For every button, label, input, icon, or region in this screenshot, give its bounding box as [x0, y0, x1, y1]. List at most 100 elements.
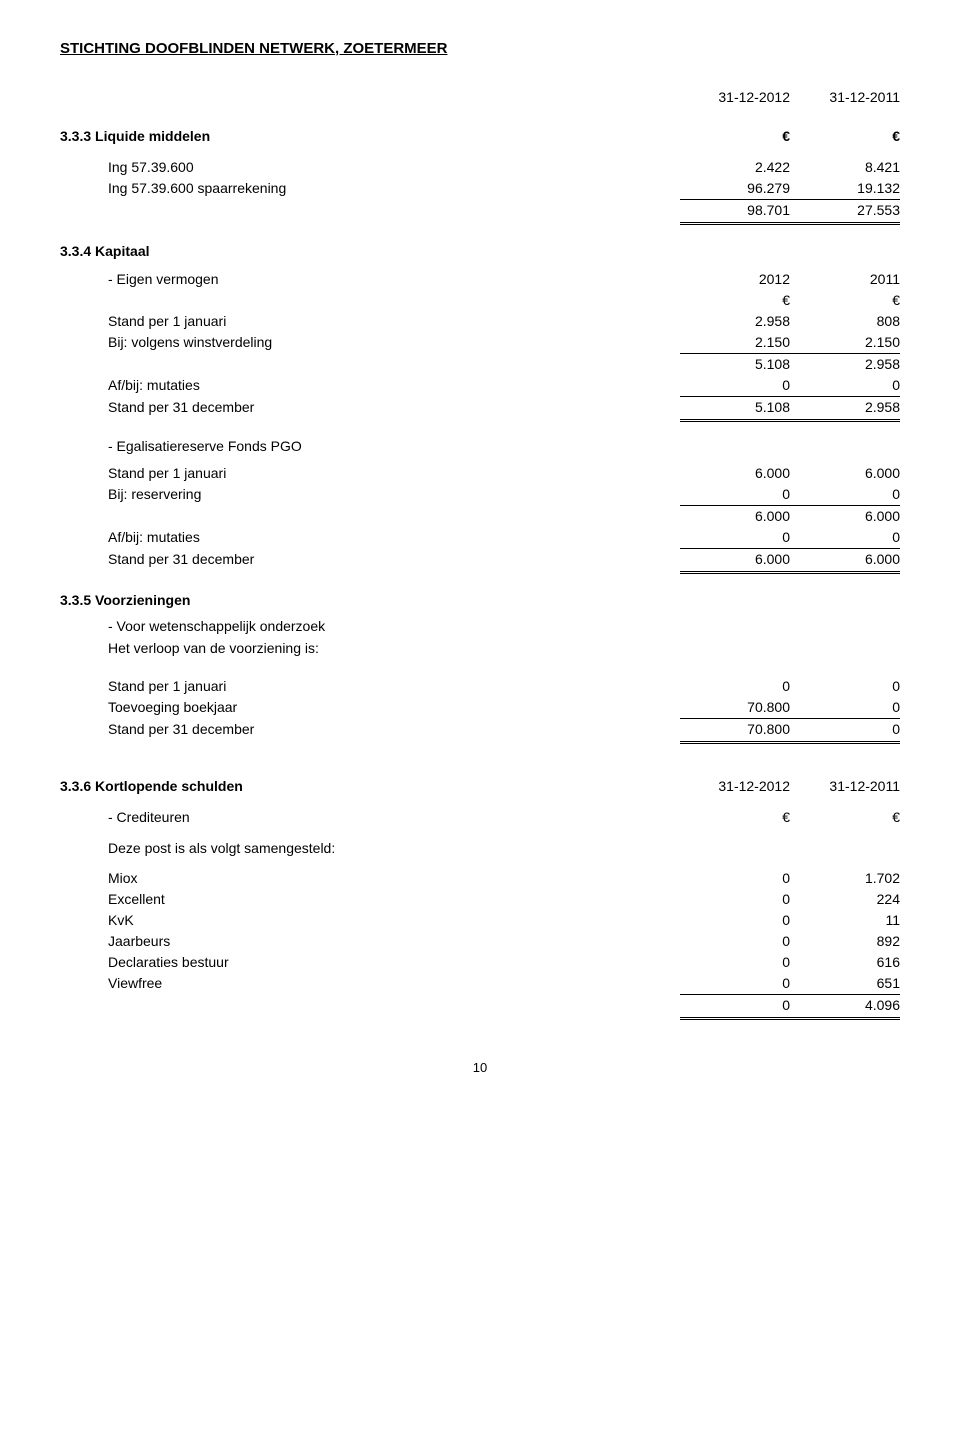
value: 0 [680, 868, 790, 889]
page-title: STICHTING DOOFBLINDEN NETWERK, ZOETERMEE… [60, 40, 900, 57]
value: 6.000 [790, 549, 900, 574]
col-date-2: 31-12-2011 [790, 776, 900, 797]
label: - Crediteuren [60, 807, 680, 828]
row-egal-end: Stand per 31 december 6.000 6.000 [60, 549, 900, 574]
value: 98.701 [680, 200, 790, 225]
value: 6.000 [790, 506, 900, 527]
s335-sub2: Het verloop van de voorziening is: [60, 640, 900, 656]
value: 6.000 [680, 506, 790, 527]
value: 1.702 [790, 868, 900, 889]
value: 0 [790, 527, 900, 549]
value: 0 [790, 676, 900, 697]
euro: € [680, 807, 790, 828]
value: 2.150 [790, 332, 900, 354]
row-ing: Ing 57.39.600 2.422 8.421 [60, 157, 900, 178]
date-header-row: 31-12-2012 31-12-2011 [60, 87, 900, 108]
label: Viewfree [60, 973, 680, 994]
row-voorz-toev: Toevoeging boekjaar 70.800 0 [60, 697, 900, 719]
value: 6.000 [790, 463, 900, 484]
egal-header: - Egalisatiereserve Fonds PGO [60, 436, 900, 457]
value: 27.553 [790, 200, 900, 225]
year-col-2: 2011 [790, 269, 900, 290]
label: Bij: reservering [60, 484, 680, 505]
value: 0 [680, 527, 790, 549]
eigen-vermogen-header: - Eigen vermogen 2012 2011 [60, 269, 900, 290]
row-egal-jan: Stand per 1 januari 6.000 6.000 [60, 463, 900, 484]
euro-col-2: € [790, 126, 900, 147]
value: 0 [680, 910, 790, 931]
value: 0 [680, 931, 790, 952]
label: Stand per 31 december [60, 719, 680, 740]
label: Miox [60, 868, 680, 889]
value: 651 [790, 973, 900, 995]
label: Declaraties bestuur [60, 952, 680, 973]
section-334-heading: 3.3.4 Kapitaal [60, 243, 900, 259]
s336-note: Deze post is als volgt samengesteld: [60, 840, 900, 856]
row-333-total: 98.701 27.553 [60, 200, 900, 225]
label: Bij: volgens winstverdeling [60, 332, 680, 353]
value: 616 [790, 952, 900, 973]
value: 0 [790, 697, 900, 719]
value: 2.150 [680, 332, 790, 354]
value: 0 [680, 676, 790, 697]
value: 2.958 [790, 397, 900, 422]
value: 0 [680, 889, 790, 910]
label: - Egalisatiereserve Fonds PGO [60, 436, 680, 457]
row-eigen-subtotal: 5.108 2.958 [60, 354, 900, 375]
label: - Eigen vermogen [60, 269, 680, 290]
row-336-total: 0 4.096 [60, 995, 900, 1020]
row-egal-subtotal: 6.000 6.000 [60, 506, 900, 527]
col-date-1: 31-12-2012 [680, 776, 790, 797]
label: Excellent [60, 889, 680, 910]
row-eigen-mutaties: Af/bij: mutaties 0 0 [60, 375, 900, 397]
value: 4.096 [790, 995, 900, 1020]
value: 5.108 [680, 397, 790, 422]
euro: € [790, 807, 900, 828]
section-335-heading: 3.3.5 Voorzieningen [60, 592, 900, 608]
label: KvK [60, 910, 680, 931]
value: 2.958 [680, 311, 790, 332]
col-date-2: 31-12-2011 [790, 87, 900, 108]
value: 808 [790, 311, 900, 332]
value: 6.000 [680, 463, 790, 484]
row-stand-jan: Stand per 1 januari 2.958 808 [60, 311, 900, 332]
value: 6.000 [680, 549, 790, 574]
row-voorz-jan: Stand per 1 januari 0 0 [60, 676, 900, 697]
value: 8.421 [790, 157, 900, 178]
row-miox: Miox 0 1.702 [60, 868, 900, 889]
value: 11 [790, 910, 900, 931]
s335-sub1: - Voor wetenschappelijk onderzoek [60, 618, 900, 634]
label: Ing 57.39.600 spaarrekening [60, 178, 680, 199]
row-egal-reserv: Bij: reservering 0 0 [60, 484, 900, 506]
value: 0 [680, 973, 790, 995]
value: 5.108 [680, 354, 790, 375]
label: Stand per 31 december [60, 397, 680, 418]
label: Af/bij: mutaties [60, 527, 680, 548]
value: 70.800 [680, 697, 790, 719]
row-eigen-end: Stand per 31 december 5.108 2.958 [60, 397, 900, 422]
label: Jaarbeurs [60, 931, 680, 952]
value: 0 [790, 719, 900, 744]
row-declaraties: Declaraties bestuur 0 616 [60, 952, 900, 973]
crediteuren-row: - Crediteuren € € [60, 807, 900, 828]
euro: € [790, 290, 900, 311]
value: 892 [790, 931, 900, 952]
year-col-1: 2012 [680, 269, 790, 290]
value: 224 [790, 889, 900, 910]
value: 0 [680, 952, 790, 973]
label: Stand per 31 december [60, 549, 680, 570]
row-viewfree: Viewfree 0 651 [60, 973, 900, 995]
label: Stand per 1 januari [60, 311, 680, 332]
label: Stand per 1 januari [60, 676, 680, 697]
value: 0 [680, 375, 790, 397]
col-date-1: 31-12-2012 [680, 87, 790, 108]
value: 2.422 [680, 157, 790, 178]
value: 0 [790, 375, 900, 397]
row-kvk: KvK 0 11 [60, 910, 900, 931]
section-333-heading: 3.3.3 Liquide middelen € € [60, 126, 900, 147]
row-voorz-end: Stand per 31 december 70.800 0 [60, 719, 900, 744]
label: Ing 57.39.600 [60, 157, 680, 178]
euro: € [680, 290, 790, 311]
row-ing-spaar: Ing 57.39.600 spaarrekening 96.279 19.13… [60, 178, 900, 200]
row-jaarbeurs: Jaarbeurs 0 892 [60, 931, 900, 952]
